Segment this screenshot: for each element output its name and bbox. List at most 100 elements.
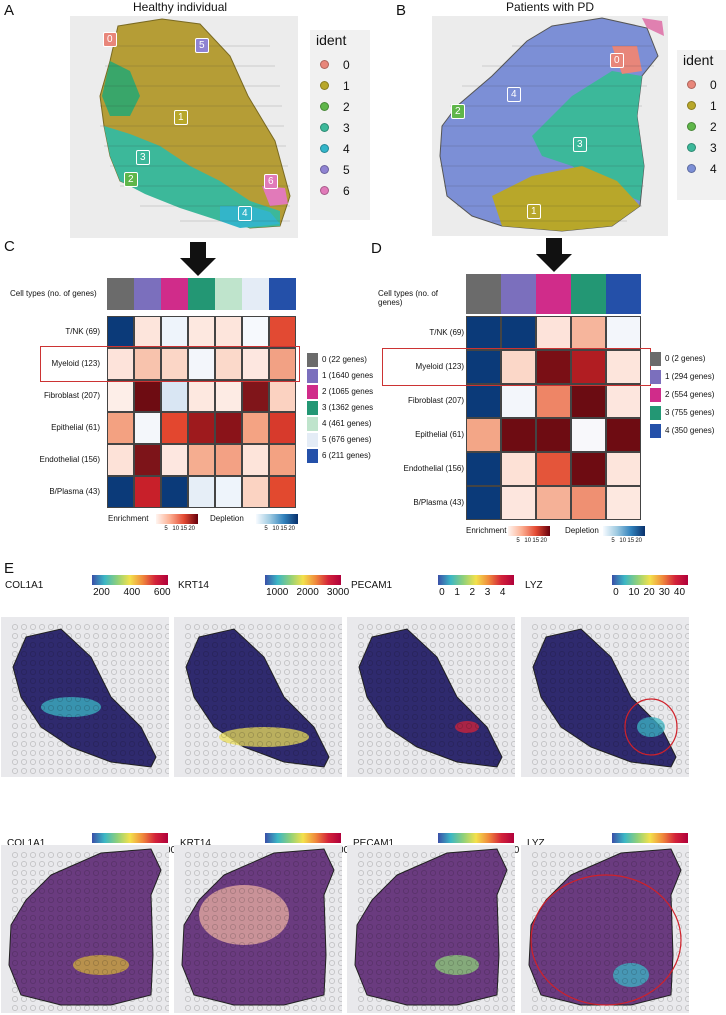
spot-grid xyxy=(532,852,689,1011)
legend-dot xyxy=(320,60,329,69)
heatmap-cell xyxy=(606,452,641,486)
legend-b-title: ident xyxy=(683,52,714,68)
heatmap-cell xyxy=(134,316,161,348)
legend-label: 1 xyxy=(343,78,350,93)
colorbar-tick: 40 xyxy=(673,587,686,598)
cluster-tag-1: 1 xyxy=(174,110,188,125)
colorbar-tick: 10 xyxy=(272,526,280,532)
cluster-tag-6: 6 xyxy=(264,174,278,189)
heatmap-cell xyxy=(466,384,501,418)
heatmap-cell xyxy=(269,412,296,444)
colorbar-tick: 5 xyxy=(264,526,268,532)
heatmap-cell xyxy=(606,384,641,418)
legend-item-4: 4 xyxy=(677,158,726,179)
panel-letter-e: E xyxy=(4,560,15,577)
gene-label: KRT14 xyxy=(180,838,211,849)
expression-hotspot xyxy=(637,717,665,737)
expression-hotspot xyxy=(199,885,289,945)
depletion-label: Depletion xyxy=(210,514,244,523)
legend-label: 6 xyxy=(343,183,350,198)
cluster-legend-label: 2 (1065 genes xyxy=(322,387,374,396)
spatial-feature-map xyxy=(8,848,169,1011)
row-label: T/NK (69) xyxy=(65,327,100,336)
gene-label: LYZ xyxy=(525,580,543,591)
header-label: Cell types (no. of genes) xyxy=(378,289,439,307)
heatmap-cell xyxy=(466,350,501,384)
cluster-tag-1: 1 xyxy=(527,204,541,219)
legend-label: 4 xyxy=(710,161,717,176)
depletion-label: Depletion xyxy=(565,526,599,535)
spatial-feature-map xyxy=(528,848,689,1011)
heatmap-cell xyxy=(571,452,606,486)
heatmap-cell xyxy=(269,380,296,412)
heatmap-cell xyxy=(188,316,215,348)
cluster-legend-label: 4 (461 genes) xyxy=(322,419,372,428)
heatmap-cell xyxy=(107,476,134,508)
colorbar-tick: 3000 xyxy=(326,587,350,598)
heatmap-cell xyxy=(188,348,215,380)
heatmap-cell xyxy=(134,476,161,508)
header-swatch xyxy=(188,278,215,310)
legend-item-2: 2 xyxy=(677,116,726,137)
spot-grid xyxy=(12,624,169,774)
header-swatch xyxy=(161,278,188,310)
spot-grid xyxy=(532,624,689,774)
spot-grid xyxy=(12,852,169,1011)
colorbar-tick: 20 xyxy=(540,538,548,544)
panel-letter-d: D xyxy=(371,240,382,257)
colorbar-tick: 0 xyxy=(613,587,619,598)
cluster-legend-label: 5 (676 genes) xyxy=(322,435,372,444)
heatmap-cell xyxy=(188,476,215,508)
gene-label: PECAM1 xyxy=(353,838,395,849)
lyz-highlight-circle xyxy=(624,698,678,756)
spot-grid xyxy=(358,852,515,1011)
expression-colorbar xyxy=(438,833,514,843)
cluster-swatch xyxy=(650,406,661,420)
colorbar-tick: 5 xyxy=(164,526,168,532)
tissue-section xyxy=(528,848,682,1006)
spatial-feature-map xyxy=(532,624,689,774)
legend-label: 2 xyxy=(710,119,717,134)
cluster-legend-label: 0 (22 genes) xyxy=(322,355,367,364)
heatmap-cell xyxy=(161,476,188,508)
panel-b-title: Patients with PD xyxy=(506,0,595,14)
depletion-colorbar xyxy=(256,514,298,524)
arrow-down-icon xyxy=(180,242,216,276)
gene-label: COL1A1 xyxy=(7,838,46,849)
row-label: Myeloid (123) xyxy=(415,362,464,371)
cluster-swatch xyxy=(307,385,318,399)
colorbar-tick: 10 xyxy=(619,538,627,544)
heatmap-cell xyxy=(466,316,501,350)
spatial-map-krt14 xyxy=(174,617,342,777)
legend-label: 3 xyxy=(710,140,717,155)
legend-item-2: 2 xyxy=(310,96,370,117)
legend-dot xyxy=(687,164,696,173)
cluster-tag-0: 0 xyxy=(610,53,624,68)
heatmap-cell xyxy=(536,350,571,384)
legend-item-6: 6 xyxy=(310,180,370,201)
heatmap-cell xyxy=(188,380,215,412)
legend-dot xyxy=(320,165,329,174)
heatmap-cell xyxy=(571,486,606,520)
colorbar-tick: 5 xyxy=(516,538,520,544)
cluster-legend-label: 3 (1362 genes xyxy=(322,403,374,412)
cluster-swatch xyxy=(650,370,661,384)
colorbar-tick: 5 xyxy=(611,538,615,544)
expression-hotspot xyxy=(41,697,101,717)
colorbar-tick: 2 xyxy=(469,587,476,598)
header-swatch xyxy=(466,274,501,314)
colorbar-tick: 400 xyxy=(123,587,141,598)
colorbar-tick: 20 xyxy=(288,526,296,532)
heatmap-cell xyxy=(501,486,536,520)
heatmap-cell xyxy=(536,384,571,418)
colorbar-tick: 15 xyxy=(280,526,288,532)
heatmap-cell xyxy=(161,380,188,412)
healthy-tissue-map: 0 5 1 3 2 6 4 xyxy=(70,16,298,238)
spatial-map-col1a1 xyxy=(1,845,169,1013)
myeloid-highlight-box xyxy=(382,348,651,386)
expression-colorbar xyxy=(612,833,688,843)
legend-item-0: 0 xyxy=(677,74,726,95)
spatial-map-pecam1 xyxy=(347,845,515,1013)
heatmap-cell xyxy=(161,444,188,476)
expression-hotspot xyxy=(613,963,649,987)
